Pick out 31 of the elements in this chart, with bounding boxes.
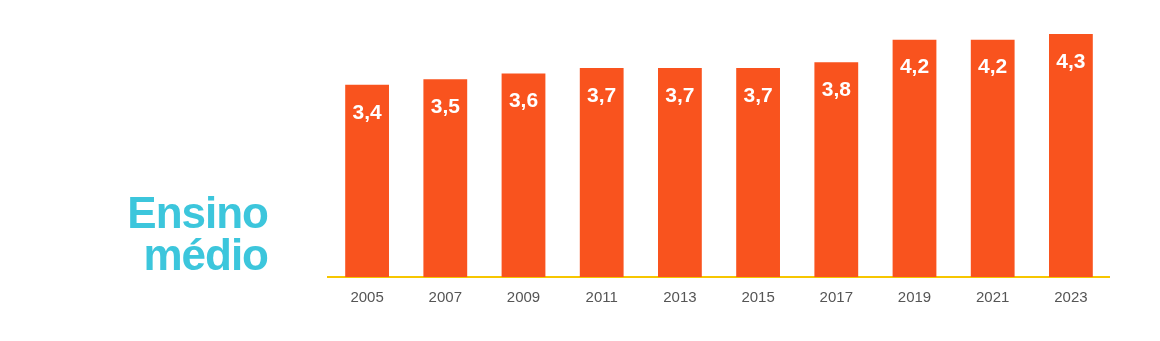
bar bbox=[658, 67, 702, 277]
x-tick-label: 2013 bbox=[663, 288, 697, 306]
data-label: 3,7 bbox=[743, 82, 773, 106]
data-label: 3,7 bbox=[665, 82, 695, 106]
bar bbox=[814, 62, 859, 277]
bar bbox=[1049, 34, 1093, 277]
x-tick-label: 2005 bbox=[350, 288, 384, 306]
bar bbox=[970, 39, 1015, 277]
data-label: 3,6 bbox=[508, 88, 539, 112]
x-tick-label: 2017 bbox=[819, 288, 853, 306]
x-tick-label: 2009 bbox=[506, 288, 541, 306]
data-label: 4,2 bbox=[978, 54, 1008, 78]
data-label: 3,4 bbox=[352, 99, 383, 123]
data-label: 4,2 bbox=[899, 54, 930, 78]
text: Ensino médio bbox=[126, 187, 268, 279]
bar bbox=[423, 79, 468, 277]
x-tick-label: 2019 bbox=[897, 288, 932, 306]
bar bbox=[579, 67, 624, 277]
x-tick-label: 2015 bbox=[741, 288, 775, 306]
bar bbox=[501, 73, 546, 277]
x-tick-label: 2021 bbox=[976, 288, 1010, 306]
data-label: 4,3 bbox=[1056, 48, 1086, 72]
data-label: 3,5 bbox=[430, 94, 461, 118]
x-tick-label: 2007 bbox=[428, 288, 462, 306]
bar bbox=[736, 67, 780, 277]
x-tick-label: 2011 bbox=[585, 288, 618, 306]
bar bbox=[892, 39, 937, 277]
data-label: 3,7 bbox=[587, 82, 617, 106]
bar bbox=[345, 84, 389, 277]
x-tick-label: 2023 bbox=[1054, 288, 1088, 306]
data-label: 3,8 bbox=[821, 77, 852, 101]
